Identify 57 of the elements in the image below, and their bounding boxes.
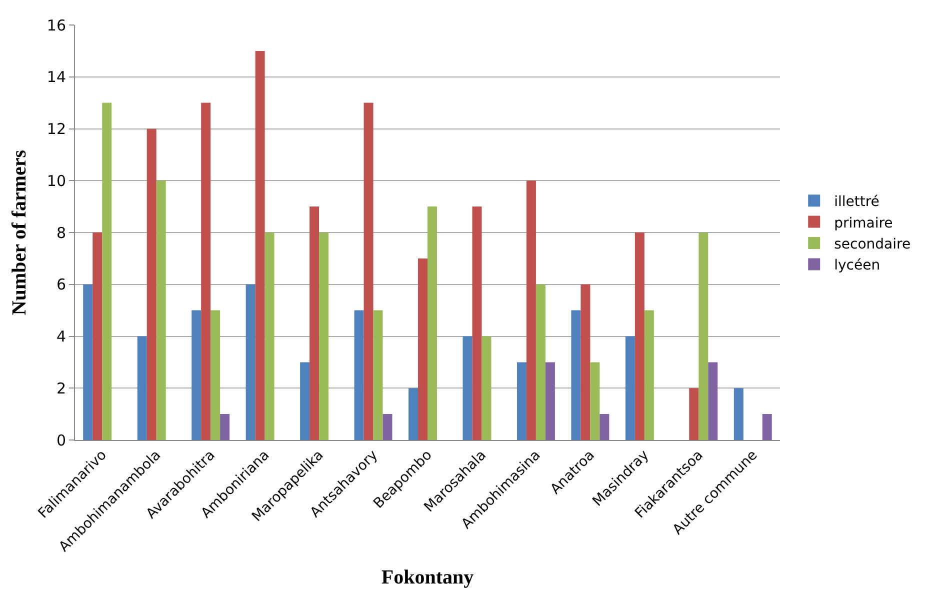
bar [146, 128, 156, 440]
bar [382, 414, 392, 440]
bar [83, 284, 93, 440]
y-tick-label: 10 [46, 172, 66, 190]
bar [92, 232, 102, 440]
bar [536, 284, 546, 440]
bar [220, 414, 230, 440]
bar [580, 284, 590, 440]
bar [545, 362, 555, 440]
bar [590, 362, 600, 440]
bar [644, 310, 654, 440]
legend-label: illettré [834, 194, 880, 210]
bar [516, 362, 526, 440]
y-tick-label: 6 [56, 276, 66, 294]
x-axis-title: Fokontany [381, 566, 474, 589]
bar [156, 180, 166, 440]
bar [600, 414, 610, 440]
bar [192, 310, 202, 440]
bar [625, 336, 635, 440]
bar [418, 258, 428, 440]
bar [689, 388, 699, 440]
bar [462, 336, 472, 440]
bar [210, 310, 220, 440]
bar [102, 102, 112, 440]
bar [201, 102, 211, 440]
y-tick-label: 2 [56, 379, 66, 398]
bar [255, 50, 265, 440]
bar [762, 414, 772, 440]
bar [526, 180, 536, 440]
legend-label: primaire [834, 215, 893, 232]
bar [428, 206, 437, 440]
bar [264, 232, 274, 440]
bar [364, 102, 374, 440]
bar [482, 336, 492, 440]
bar [354, 310, 364, 440]
bar [634, 232, 644, 440]
y-tick-label: 4 [56, 328, 66, 346]
bar [137, 336, 147, 440]
bar [571, 310, 581, 440]
bar [319, 232, 329, 440]
bar [300, 362, 310, 440]
y-tick-label: 14 [46, 68, 66, 86]
bar [708, 362, 718, 440]
bar [698, 232, 708, 440]
bar [734, 388, 744, 440]
legend-label: lycéen [834, 258, 880, 274]
bar [310, 206, 320, 440]
bar [408, 388, 418, 440]
bar [246, 284, 256, 440]
y-tick-label: 16 [46, 16, 66, 34]
y-tick-label: 0 [56, 431, 66, 450]
y-axis-title: Number of farmers [8, 150, 30, 316]
y-tick-label: 8 [56, 224, 66, 242]
y-tick-label: 12 [46, 120, 66, 138]
bar [373, 310, 383, 440]
legend-label: secondaire [834, 236, 911, 252]
bar [472, 206, 482, 440]
